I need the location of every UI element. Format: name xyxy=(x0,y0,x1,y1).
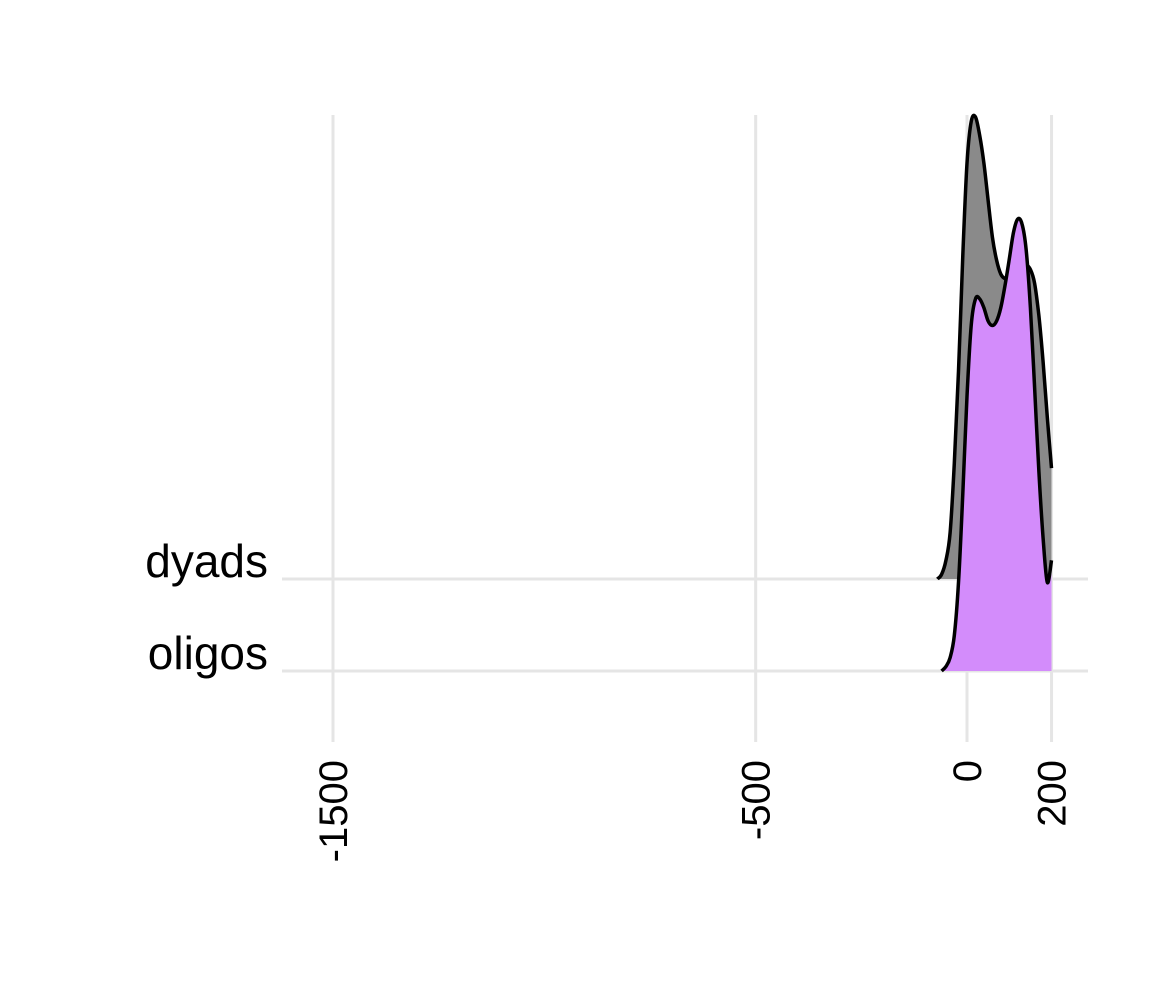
ridge-outline-oligos xyxy=(940,216,1054,673)
ridge-outline-dyads xyxy=(936,113,1054,581)
x-tick-label-1: -500 xyxy=(735,760,779,840)
density-ridges xyxy=(936,113,1054,673)
category-label-oligos: oligos xyxy=(148,627,268,679)
x-tick-label-2: 0 xyxy=(946,760,990,782)
category-labels: oligos dyads xyxy=(145,535,268,679)
ridge-fill-oligos xyxy=(941,218,1052,671)
x-tick-label-0: -1500 xyxy=(312,760,356,862)
category-label-dyads: dyads xyxy=(145,535,268,587)
x-tick-label-3: 200 xyxy=(1031,760,1075,827)
x-tick-labels: -1500 -500 0 200 xyxy=(312,760,1075,862)
